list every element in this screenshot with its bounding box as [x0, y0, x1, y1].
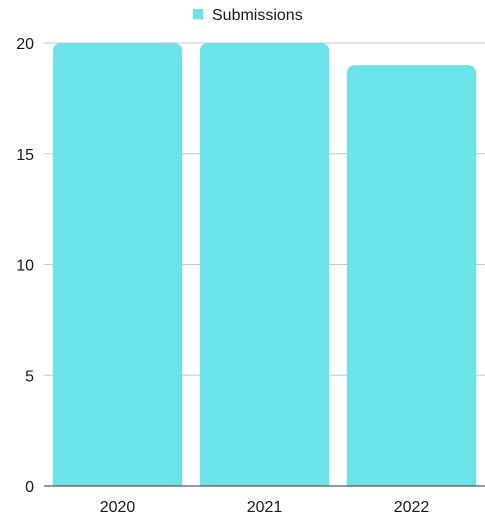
y-axis-ticks: 0 5 10 15 20 [16, 36, 34, 496]
y-tick-label: 15 [16, 147, 34, 164]
bar-2020[interactable] [52, 43, 183, 486]
y-tick-label: 10 [16, 258, 34, 275]
legend-label-submissions: Submissions [212, 7, 303, 24]
y-tick-label: 5 [25, 368, 34, 385]
x-tick-label: 2020 [100, 499, 136, 516]
legend[interactable]: Submissions [193, 7, 303, 24]
y-tick-label: 0 [25, 479, 34, 496]
x-tick-label: 2022 [394, 499, 430, 516]
x-axis-ticks: 2020 2021 2022 [100, 499, 430, 516]
bar-2021[interactable] [199, 43, 330, 486]
x-tick-label: 2021 [247, 499, 283, 516]
bars [52, 43, 477, 487]
y-tick-label: 20 [16, 36, 34, 53]
legend-swatch-submissions [193, 9, 203, 19]
bar-2022[interactable] [346, 65, 477, 487]
